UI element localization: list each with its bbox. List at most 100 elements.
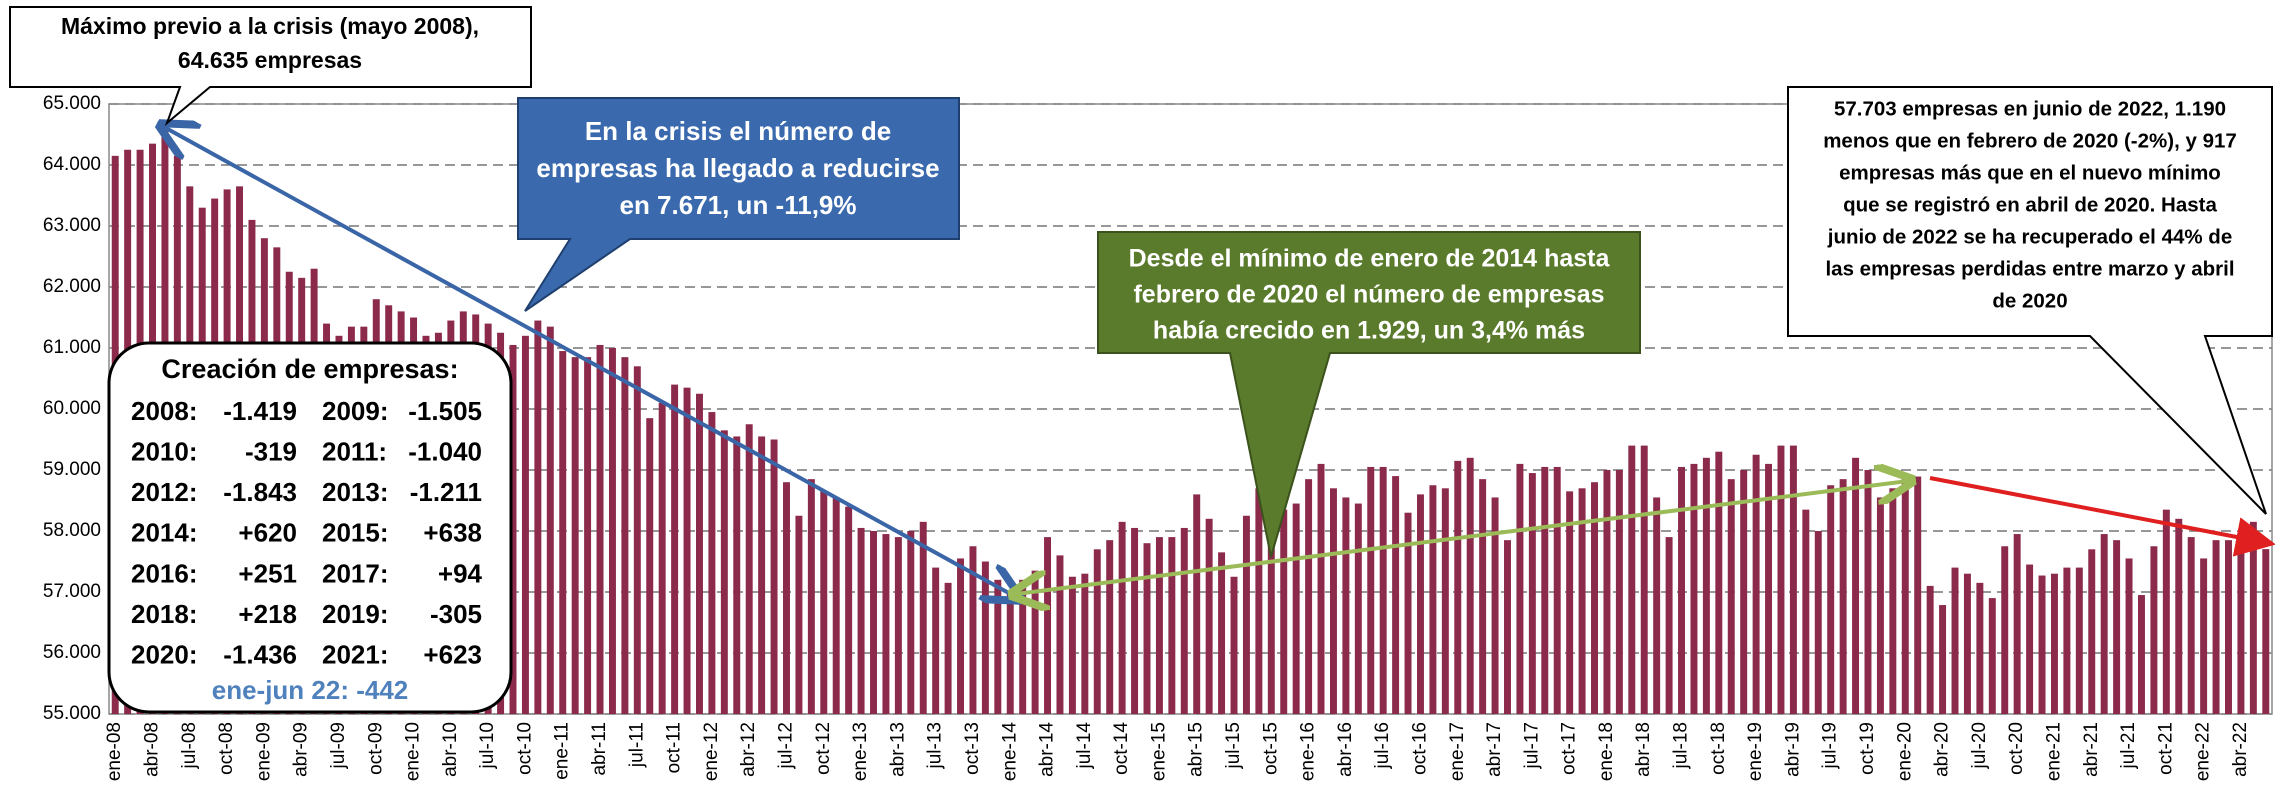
bar [1354,503,1362,714]
recovery-arrow [1016,481,1908,594]
summary-cell: 2011: [322,436,387,466]
bar [1951,567,1959,714]
bar [733,436,741,714]
bar [994,579,1002,714]
x-tick-label: ene-09 [253,722,274,781]
bar [1715,451,1723,714]
y-tick-label: 55.000 [43,703,101,724]
x-tick-label: abr-20 [1932,722,1953,777]
bar [1454,460,1462,714]
x-tick-label: ene-11 [552,722,573,780]
x-tick-label: oct-15 [1260,722,1281,775]
x-tick-label: ene-13 [850,722,871,781]
bar [608,348,616,714]
bar [1379,466,1387,714]
bar [2001,546,2009,714]
bar [1441,488,1449,714]
x-tick-label: jul-19 [1820,722,1841,769]
bar [658,402,666,714]
bar [1255,488,1263,714]
bar [2237,540,2245,714]
bar [1528,473,1536,714]
x-tick-label: jul-10 [477,722,498,769]
max-text: 64.635 empresas [178,47,362,73]
summary-cell: -1.040 [408,436,482,466]
summary-cell: 2019: [322,599,389,629]
bar [807,479,815,714]
bar [1504,540,1511,714]
x-tick-label: jul-13 [925,722,946,769]
bar [671,384,679,714]
x-tick-label: oct-13 [962,722,983,775]
bar [1939,605,1947,714]
bar [1690,463,1698,714]
bar [534,320,542,714]
bar [559,351,567,714]
bar [1765,463,1773,714]
bar [1491,497,1499,714]
summary-title: Creación de empresas: [161,354,458,384]
bar [1168,537,1176,714]
bar [1317,463,1325,714]
summary-cell: -319 [245,436,297,466]
x-tick-label: oct-18 [1708,722,1729,775]
bar [695,393,703,714]
bar [1081,573,1089,714]
bar [969,546,977,714]
bar [1702,457,1710,714]
x-tick-label: ene-17 [1447,722,1468,781]
bar [1541,466,1549,714]
summary-cell: -305 [430,599,482,629]
bar [2038,575,2046,714]
bar [882,534,890,714]
x-tick-label: abr-14 [1037,722,1058,777]
bar [720,430,728,714]
bar [2137,595,2145,714]
summary-cell: 2015: [322,518,389,548]
x-tick-label: abr-17 [1484,722,1505,777]
x-tick-label: ene-21 [2043,722,2064,781]
bar [1876,497,1884,714]
x-tick-label: ene-14 [999,722,1020,782]
bar [1329,488,1337,714]
y-tick-label: 63.000 [43,215,101,236]
latest-text: de 2020 [1992,289,2067,312]
bar [1777,445,1785,714]
x-tick-label: oct-10 [514,722,535,775]
bar [596,344,604,714]
bar [2088,549,2096,714]
y-tick-label: 57.000 [43,581,101,602]
summary-cell: -1.419 [223,396,297,426]
x-tick-label: abr-13 [887,722,908,777]
x-tick-label: oct-19 [1857,722,1878,775]
x-tick-label: abr-15 [1186,722,1207,777]
bar [758,436,766,714]
bar [1988,598,1996,714]
y-tick-label: 59.000 [43,459,101,480]
summary-cell: +620 [238,518,297,548]
bar [2262,549,2270,714]
bar [1193,494,1201,714]
bar [1727,479,1735,714]
x-tick-label: oct-12 [813,722,834,775]
bar [646,418,654,714]
bar [1628,445,1636,714]
bar [1429,485,1437,714]
x-tick-label: abr-08 [142,722,163,777]
summary-cell: 2018: [131,599,198,629]
bar [2050,573,2058,714]
x-tick-label: jul-16 [1372,722,1393,769]
bar [944,582,952,714]
x-tick-label: ene-20 [1894,722,1915,781]
x-tick-label: jul-11 [626,722,647,768]
bar [1740,470,1748,714]
bar [1516,463,1524,714]
bar [1963,573,1971,714]
y-tick-label: 56.000 [43,642,101,663]
bar [1044,537,1052,714]
bar [1839,479,1847,714]
bar [2013,534,2021,714]
bar [1292,503,1300,714]
latest-text: 57.703 empresas en junio de 2022, 1.190 [1834,97,2226,120]
